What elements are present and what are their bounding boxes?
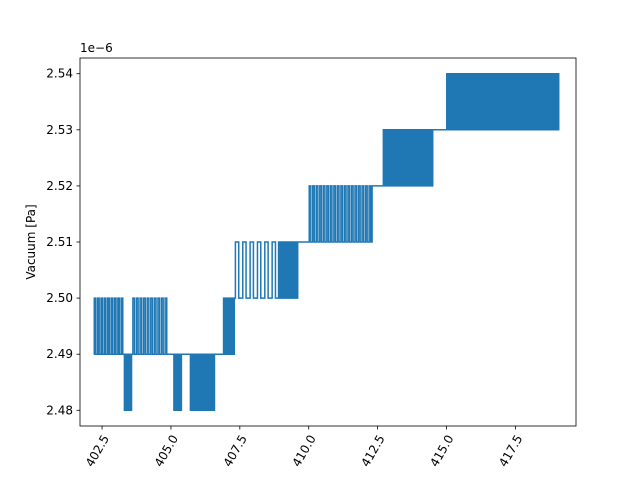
y-offset-label: 1e−6 [80,41,113,55]
y-tick-label: 2.48 [46,403,73,417]
y-tick-label: 2.52 [46,179,73,193]
y-tick-label: 2.50 [46,291,73,305]
series-layer [93,72,560,412]
y-tick-label: 2.53 [46,123,73,137]
y-axis-label: Vacuum [Pa] [24,204,38,279]
y-axis: 2.48 2.49 2.50 2.51 2.52 2.53 2.54 [46,67,80,417]
y-tick-label: 2.49 [46,347,73,361]
y-tick-label: 2.51 [46,235,73,249]
y-tick-label: 2.54 [46,67,73,81]
series-line-0 [93,72,560,412]
